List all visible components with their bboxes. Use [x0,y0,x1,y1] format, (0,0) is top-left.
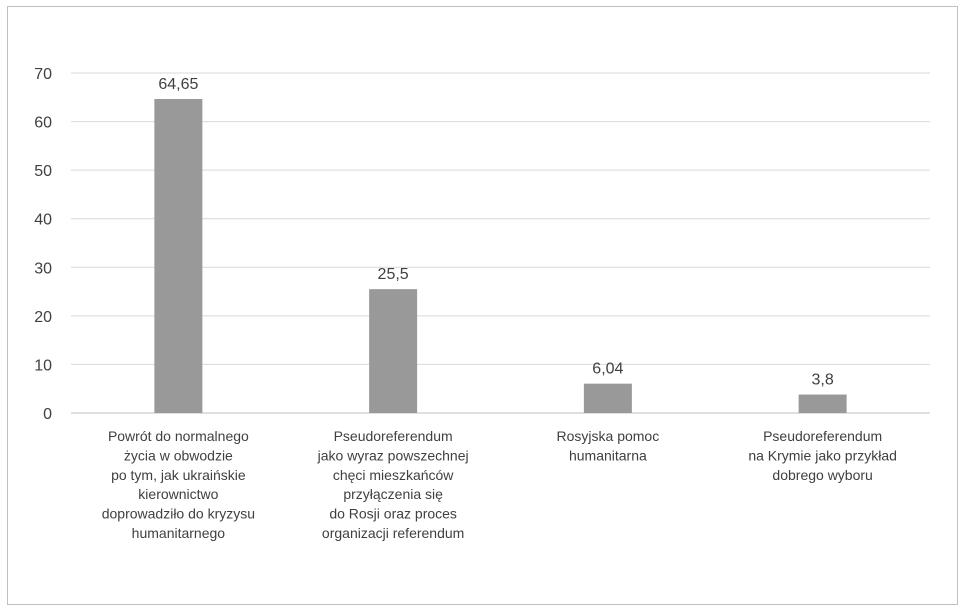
category-label: Powrót do normalnego życia w obwodzie po t… [102,428,255,541]
category-label-line: chęci mieszkańców [333,467,454,483]
bar [799,395,847,413]
data-label: 3,8 [812,372,834,389]
y-tick-label: 20 [34,309,52,326]
category-label-line: dobrego wyboru [772,467,872,483]
data-label: 6,04 [592,361,623,378]
category-label-line: Pseudoreferendum [334,428,453,444]
category-label-line: jako wyraz powszechnej [317,447,469,463]
bar [584,384,632,413]
category-label-line: doprowadziło do kryzysu [102,506,255,522]
category-label-line: po tym, jak ukraińskie [111,467,246,483]
y-tick-label: 70 [34,66,52,83]
bar [369,289,417,413]
y-tick-label: 10 [34,357,52,374]
y-tick-label: 50 [34,163,52,180]
category-label-line: przyłączenia się [343,486,443,502]
category-label-line: humanitarna [569,447,647,463]
category-label-line: Rosyjska pomoc [557,428,660,444]
category-label: Rosyjska pomoc humanitarna [557,428,660,463]
category-label-line: Pseudoreferendum [763,428,882,444]
data-label: 64,65 [158,76,198,93]
bar [154,99,202,413]
y-tick-label: 30 [34,260,52,277]
category-label: Pseudoreferendum na Krymie jako przykład d… [748,428,897,483]
category-label-line: na Krymie jako przykład [748,447,897,463]
category-label-line: organizacji referendum [322,525,464,541]
y-tick-label: 40 [34,212,52,229]
category-label: Pseudoreferendum jako wyraz powszechnej ch… [317,428,469,541]
y-tick-label: 60 [34,115,52,132]
category-label-line: życia w obwodzie [124,447,233,463]
category-label-line: humanitarnego [132,525,226,541]
data-label: 25,5 [378,266,409,283]
category-label-line: Powrót do normalnego [108,428,249,444]
y-tick-label: 0 [43,406,52,423]
category-label-line: kierownictwo [138,486,218,502]
category-label-line: do Rosji oraz proces [329,506,457,522]
